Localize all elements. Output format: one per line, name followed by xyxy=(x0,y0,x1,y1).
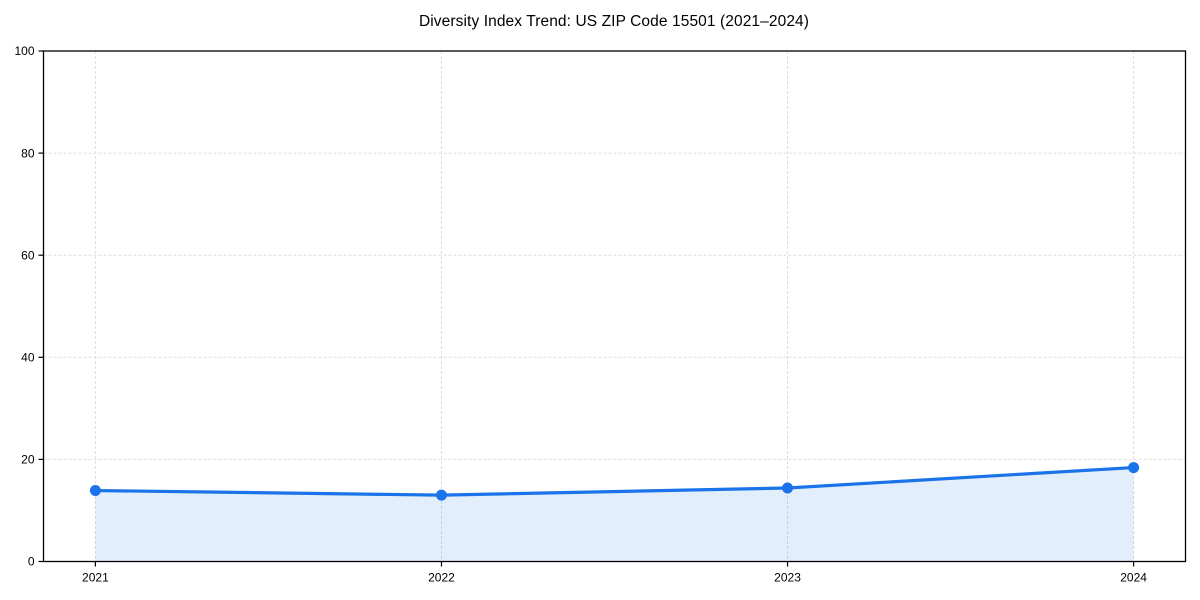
y-tick-label: 40 xyxy=(21,351,35,365)
y-tick-label: 20 xyxy=(21,453,35,467)
data-point xyxy=(782,482,794,494)
x-tick-label: 2022 xyxy=(428,571,455,585)
data-point xyxy=(89,485,101,497)
y-tick-label: 0 xyxy=(28,555,35,569)
data-point xyxy=(1128,462,1140,474)
y-tick-label: 100 xyxy=(14,44,34,58)
y-tick-label: 80 xyxy=(21,146,35,160)
chart-title: Diversity Index Trend: US ZIP Code 15501… xyxy=(418,13,810,30)
data-point xyxy=(435,489,447,501)
trend-line xyxy=(93,465,1136,497)
x-tick-label: 2021 xyxy=(82,571,109,585)
x-tick-label: 2023 xyxy=(774,571,801,585)
y-tick-label: 60 xyxy=(21,248,35,262)
area-fill xyxy=(95,467,1134,562)
x-tick-label: 2024 xyxy=(1120,571,1147,585)
axes-frame xyxy=(42,50,1187,563)
